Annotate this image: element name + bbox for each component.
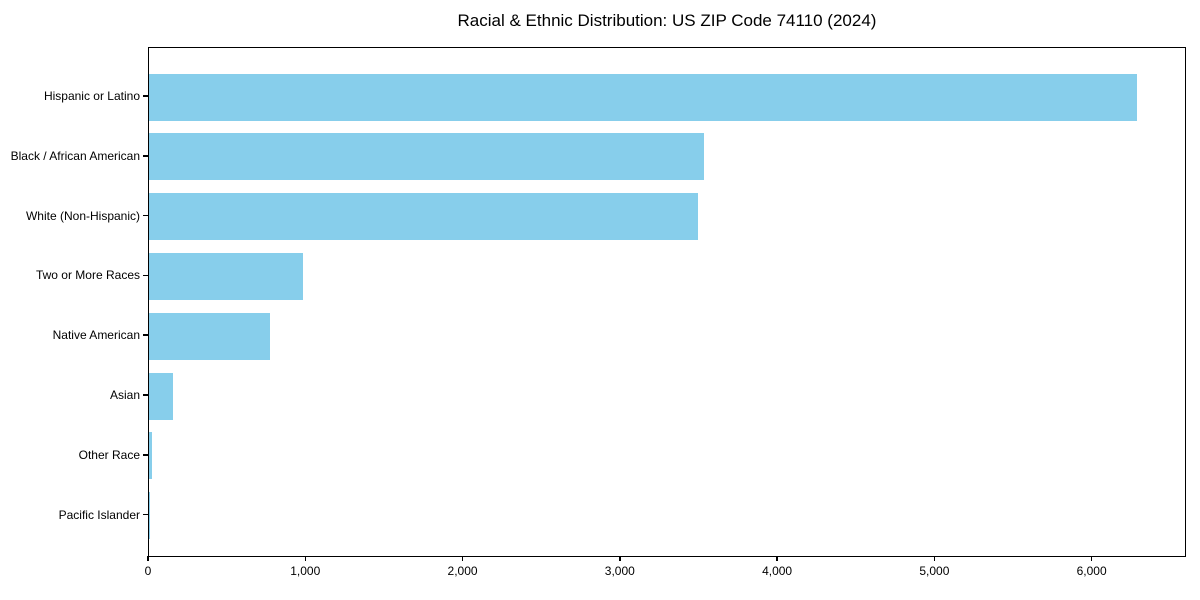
bar-other-race [149, 432, 153, 480]
bar-white-non-hispanic [149, 193, 698, 241]
y-tick-mark [143, 274, 148, 277]
y-tick-label: Asian [109, 388, 140, 402]
bar-black-african-american [149, 133, 705, 181]
y-tick-label: White (Non-Hispanic) [25, 208, 140, 223]
plot-area [148, 47, 1186, 557]
y-tick-mark [143, 334, 148, 336]
y-tick-label: Other Race [78, 447, 140, 462]
bar-hispanic-or-latino [149, 73, 1137, 121]
bar-pacific-islander [149, 492, 150, 540]
x-tick-label: 4,000 [762, 564, 793, 578]
x-tick-label: 6,000 [1076, 564, 1107, 578]
y-tick-label: Hispanic or Latino [43, 89, 140, 103]
y-tick-mark [143, 513, 148, 516]
y-tick-mark [143, 214, 148, 217]
bar-native-american [149, 312, 271, 360]
x-tick-mark [1090, 556, 1093, 561]
x-tick-label: 5,000 [919, 564, 950, 578]
bar-two-or-more-races [149, 252, 304, 300]
y-tick-label: Pacific Islander [58, 507, 140, 522]
x-tick-mark [619, 556, 621, 561]
x-tick-label: 0 [144, 564, 152, 578]
x-tick-mark [461, 556, 464, 561]
x-tick-label: 2,000 [447, 564, 478, 578]
y-tick-mark [143, 454, 148, 456]
y-tick-mark [143, 95, 148, 97]
x-tick-mark [776, 556, 778, 561]
x-tick-mark [304, 556, 307, 561]
x-tick-mark [933, 556, 936, 561]
x-tick-mark [147, 556, 149, 561]
y-tick-mark [143, 394, 148, 396]
y-tick-label: Two or More Races [35, 268, 140, 283]
y-tick-label: Native American [52, 328, 140, 343]
y-tick-mark [143, 155, 148, 157]
y-tick-label: Black / African American [10, 148, 140, 163]
bar-asian [149, 372, 173, 420]
x-tick-label: 3,000 [604, 564, 635, 578]
x-tick-label: 1,000 [290, 564, 321, 578]
chart-title: Racial & Ethnic Distribution: US ZIP Cod… [457, 11, 877, 30]
